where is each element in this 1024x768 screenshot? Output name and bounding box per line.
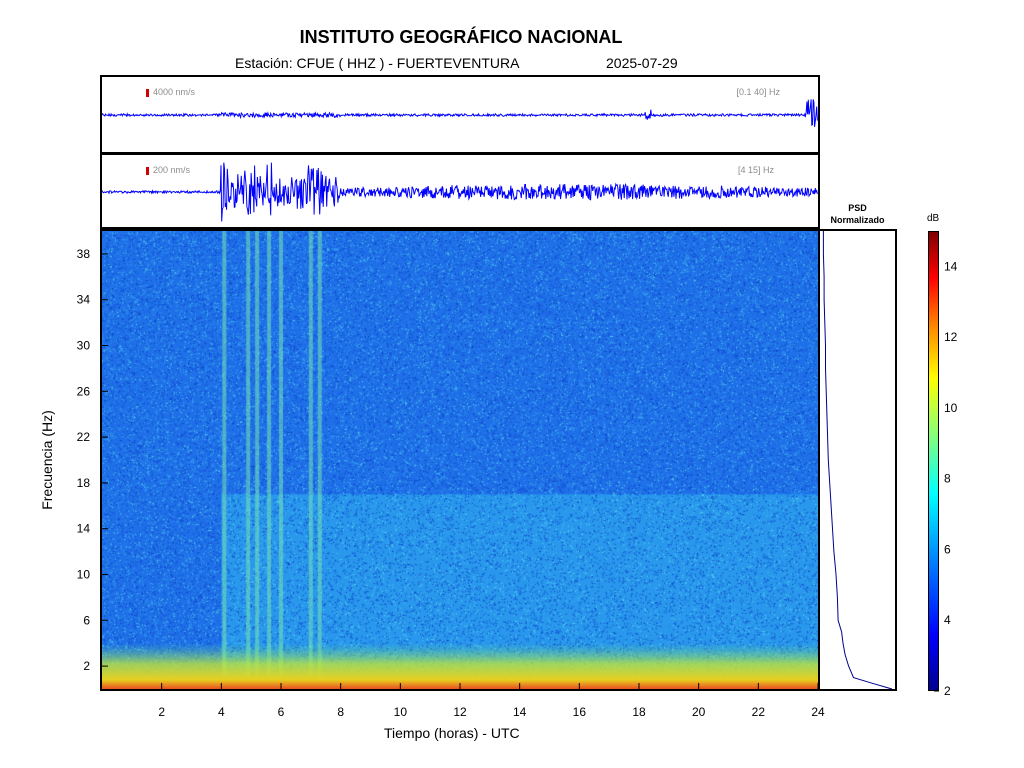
psd-title: PSD bbox=[848, 203, 867, 213]
y-tick-label: 38 bbox=[77, 247, 91, 261]
x-tick-label: 22 bbox=[752, 705, 766, 719]
y-tick-label: 18 bbox=[77, 476, 91, 490]
x-tick-label: 10 bbox=[394, 705, 408, 719]
x-tick-label: 24 bbox=[811, 705, 825, 719]
y-tick-label: 34 bbox=[77, 293, 91, 307]
x-tick-label: 18 bbox=[632, 705, 646, 719]
x-tick-label: 2 bbox=[158, 705, 165, 719]
psd-subtitle: Normalizado bbox=[830, 215, 885, 225]
y-tick-label: 26 bbox=[77, 384, 91, 398]
amplitude-scale-bar bbox=[146, 167, 149, 175]
x-axis-label: Tiempo (horas) - UTC bbox=[384, 725, 520, 741]
x-tick-label: 12 bbox=[453, 705, 467, 719]
colorbar-tick-label: 12 bbox=[944, 330, 958, 344]
amplitude-label: 4000 nm/s bbox=[153, 87, 196, 97]
seismogram-filtered: 200 nm/s [4 15] Hz bbox=[100, 153, 820, 229]
x-tick-label: 14 bbox=[513, 705, 527, 719]
x-tick-label: 6 bbox=[278, 705, 285, 719]
seismogram-broadband: 4000 nm/s [0.1 40] Hz bbox=[100, 75, 820, 154]
x-tick-label: 8 bbox=[337, 705, 344, 719]
filter-label: [4 15] Hz bbox=[737, 165, 774, 175]
colorbar-tick-label: 4 bbox=[944, 613, 951, 627]
y-tick-label: 30 bbox=[77, 339, 91, 353]
y-tick-label: 14 bbox=[77, 522, 91, 536]
y-tick-label: 2 bbox=[83, 659, 90, 673]
filter-label: [0.1 40] Hz bbox=[736, 87, 780, 97]
colorbar-unit: dB bbox=[927, 213, 940, 224]
trace-filtered bbox=[102, 162, 818, 222]
x-tick-label: 16 bbox=[573, 705, 587, 719]
chart-title: INSTITUTO GEOGRÁFICO NACIONAL bbox=[299, 27, 623, 47]
colorbar-tick-label: 6 bbox=[944, 542, 951, 556]
date-label: 2025-07-29 bbox=[606, 55, 678, 71]
y-tick-label: 10 bbox=[77, 568, 91, 582]
psd-curve bbox=[822, 231, 893, 689]
x-tick-label: 4 bbox=[218, 705, 225, 719]
spectrogram-panel bbox=[100, 229, 820, 691]
colorbar-tick-label: 10 bbox=[944, 401, 958, 415]
psd-panel bbox=[818, 229, 897, 691]
station-label: Estación: CFUE ( HHZ ) - FUERTEVENTURA bbox=[235, 55, 520, 71]
trace-broadband bbox=[102, 99, 818, 127]
colorbar-tick-label: 2 bbox=[944, 684, 951, 698]
amplitude-scale-bar bbox=[146, 89, 149, 97]
colorbar-tick-label: 8 bbox=[944, 472, 951, 486]
amplitude-label: 200 nm/s bbox=[153, 165, 191, 175]
colorbar bbox=[928, 231, 939, 691]
y-tick-label: 6 bbox=[83, 613, 90, 627]
y-axis-label: Frecuencia (Hz) bbox=[39, 410, 55, 510]
colorbar-tick-label: 14 bbox=[944, 259, 958, 273]
spectrogram-heatmap bbox=[102, 231, 818, 689]
y-tick-label: 22 bbox=[77, 430, 91, 444]
x-tick-label: 20 bbox=[692, 705, 706, 719]
